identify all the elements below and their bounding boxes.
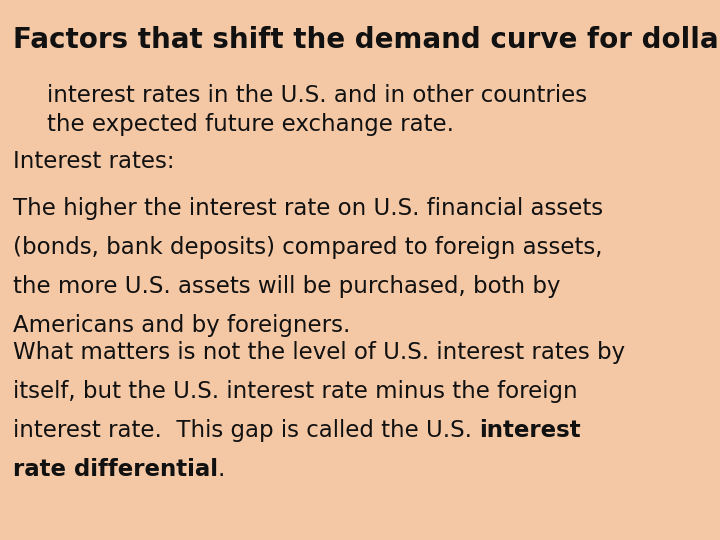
Text: the more U.S. assets will be purchased, both by: the more U.S. assets will be purchased, … [13,275,560,298]
Text: The higher the interest rate on U.S. financial assets: The higher the interest rate on U.S. fin… [13,197,603,220]
Text: rate differential: rate differential [13,458,218,481]
Text: interest: interest [480,419,581,442]
Text: the expected future exchange rate.: the expected future exchange rate. [47,113,454,137]
Text: .: . [218,458,225,481]
Text: interest rate.  This gap is called the U.S.: interest rate. This gap is called the U.… [13,419,480,442]
Text: Interest rates:: Interest rates: [13,150,174,173]
Text: Factors that shift the demand curve for dollars: Factors that shift the demand curve for … [13,26,720,54]
Text: Americans and by foreigners.: Americans and by foreigners. [13,314,351,337]
Text: What matters is not the level of U.S. interest rates by: What matters is not the level of U.S. in… [13,341,625,365]
Text: interest rates in the U.S. and in other countries: interest rates in the U.S. and in other … [47,84,587,107]
Text: itself, but the U.S. interest rate minus the foreign: itself, but the U.S. interest rate minus… [13,380,577,403]
Text: (bonds, bank deposits) compared to foreign assets,: (bonds, bank deposits) compared to forei… [13,236,603,259]
